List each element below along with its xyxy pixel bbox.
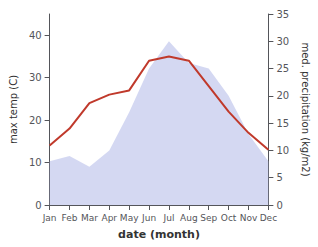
svg-text:15: 15 (276, 118, 289, 129)
svg-text:Dec: Dec (260, 213, 277, 223)
svg-text:40: 40 (29, 30, 42, 41)
svg-text:30: 30 (29, 72, 42, 83)
svg-text:10: 10 (276, 145, 289, 156)
svg-text:Sep: Sep (200, 213, 217, 223)
svg-text:20: 20 (29, 115, 42, 126)
svg-text:10: 10 (29, 157, 42, 168)
svg-text:Feb: Feb (62, 213, 78, 223)
svg-text:Mar: Mar (81, 213, 98, 223)
svg-text:Jun: Jun (141, 213, 156, 223)
svg-text:0: 0 (35, 200, 41, 211)
svg-text:35: 35 (276, 9, 289, 20)
svg-text:Jan: Jan (42, 213, 57, 223)
svg-text:Jul: Jul (163, 213, 175, 223)
svg-text:Oct: Oct (221, 213, 237, 223)
svg-text:May: May (120, 213, 139, 223)
svg-text:Nov: Nov (240, 213, 258, 223)
svg-text:Apr: Apr (101, 213, 117, 223)
svg-text:25: 25 (276, 63, 289, 74)
svg-text:med. precipitation (kg/m2): med. precipitation (kg/m2) (300, 42, 311, 176)
svg-text:0: 0 (276, 200, 282, 211)
svg-text:max temp (C): max temp (C) (8, 75, 19, 144)
svg-text:date (month): date (month) (118, 228, 200, 241)
svg-text:5: 5 (276, 172, 282, 183)
svg-text:20: 20 (276, 90, 289, 101)
svg-text:Aug: Aug (180, 213, 198, 223)
svg-text:30: 30 (276, 36, 289, 47)
